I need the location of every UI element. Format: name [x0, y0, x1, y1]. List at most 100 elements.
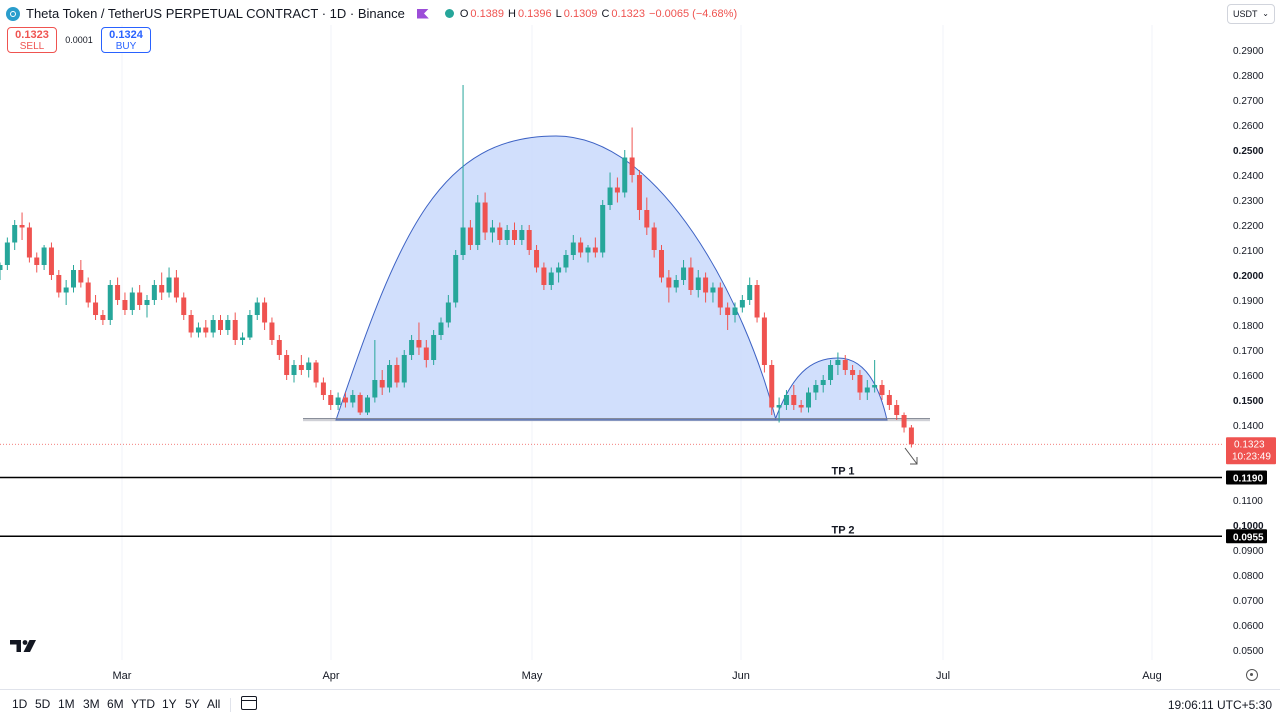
rounded-top-pattern	[335, 135, 777, 421]
settings-gear-icon[interactable]	[1246, 669, 1258, 681]
tp-price-label: 0.1190	[1233, 474, 1263, 485]
candle	[137, 292, 143, 305]
candle	[166, 277, 172, 293]
time-axis[interactable]: Mar Apr May Jun Jul Aug	[113, 670, 1162, 682]
timeframe-1d[interactable]: 1D	[12, 697, 28, 711]
candle	[747, 285, 753, 300]
calendar-icon[interactable]	[241, 696, 257, 710]
price-tick-label: 0.1500	[1233, 396, 1264, 407]
candle	[298, 365, 304, 370]
chart-canvas[interactable]: TP 1TP 2 0.29000.28000.27000.26000.25000…	[0, 0, 1280, 690]
timeframe-1y[interactable]: 1Y	[162, 697, 177, 711]
price-tick-label: 0.2900	[1233, 46, 1264, 57]
candle	[644, 210, 650, 228]
price-tick-label: 0.2200	[1233, 221, 1264, 232]
price-tick-label: 0.1800	[1233, 321, 1264, 332]
price-axis[interactable]: 0.2900 0.2800 0.2700 0.2600 0.2500 0.2400 0.23…	[1222, 0, 1280, 690]
candle	[416, 340, 422, 348]
candle	[41, 247, 47, 265]
sell-button[interactable]: 0.1323 SELL	[7, 27, 57, 53]
candle	[48, 247, 54, 275]
ohlc-open-key: O	[459, 7, 469, 20]
candle	[387, 365, 393, 388]
candle	[350, 395, 356, 403]
candle	[320, 382, 326, 395]
candle	[783, 395, 789, 405]
candle	[34, 257, 40, 265]
candle	[842, 360, 848, 370]
candle	[512, 230, 517, 240]
sell-label: SELL	[19, 41, 45, 52]
price-tick-label: 0.1900	[1233, 296, 1264, 307]
candle	[365, 397, 370, 413]
tp-label: TP 2	[831, 524, 854, 536]
timeframe-3m[interactable]: 3M	[83, 697, 100, 711]
ohlc-high-key: H	[508, 7, 516, 20]
candle	[651, 227, 657, 250]
candle	[115, 285, 121, 300]
price-tick-label: 0.2300	[1233, 196, 1264, 207]
spread-value: 0.0001	[65, 35, 93, 45]
timeframe-6m[interactable]: 6M	[107, 697, 124, 711]
timeframe-5d[interactable]: 5D	[35, 697, 51, 711]
tp-label: TP 1	[831, 466, 854, 478]
candle	[578, 242, 584, 253]
candle	[688, 267, 694, 290]
price-tick-label: 0.1000	[1233, 521, 1264, 532]
candle	[247, 315, 253, 338]
candle	[717, 287, 723, 308]
time-tick-label: May	[522, 670, 543, 682]
candle	[122, 300, 128, 310]
last-price-label: 0.1323	[1234, 439, 1265, 450]
price-tick-label: 0.2400	[1233, 171, 1264, 182]
price-tick-label: 0.2800	[1233, 71, 1264, 82]
clock[interactable]: 19:06:11 UTC+5:30	[1167, 698, 1272, 712]
candle	[629, 157, 635, 175]
ohlc-high: 0.1396	[518, 7, 552, 20]
candle	[254, 302, 260, 315]
candle	[659, 250, 664, 278]
candle	[188, 315, 194, 333]
candle	[732, 307, 738, 315]
timeframe-1m[interactable]: 1M	[58, 697, 75, 711]
candle	[879, 385, 885, 395]
candle	[703, 277, 709, 293]
time-tick-label: Mar	[113, 670, 132, 682]
candle	[159, 285, 165, 293]
candle	[357, 395, 363, 413]
timeframe-5y[interactable]: 5Y	[185, 697, 200, 711]
candle	[218, 320, 223, 330]
candle	[798, 405, 804, 408]
countdown-label: 10:23:49	[1232, 451, 1271, 462]
projection-arrow	[904, 447, 918, 465]
currency-label: USDT	[1233, 9, 1258, 19]
tp-price-badge	[1226, 470, 1267, 485]
candle	[379, 380, 385, 388]
candle	[423, 347, 429, 360]
candle	[482, 202, 488, 233]
ohlc-values: O 0.1389 H 0.1396 L 0.1309 C 0.1323 −0.0065 …	[460, 8, 739, 20]
candle	[489, 227, 495, 233]
candle	[438, 322, 444, 335]
candle	[666, 277, 672, 288]
arrow-shaft	[904, 447, 918, 465]
timeframe-ytd[interactable]: YTD	[131, 697, 155, 711]
tradingview-logo-icon[interactable]	[10, 638, 40, 654]
candle	[78, 270, 84, 283]
ohlc-close: 0.1323	[611, 7, 646, 20]
currency-select[interactable]: USDT ⌄	[1227, 4, 1275, 24]
price-tick-label: 0.1700	[1233, 346, 1264, 357]
candle	[262, 302, 268, 323]
buy-price: 0.1324	[109, 29, 143, 41]
candle	[467, 227, 473, 245]
candle	[534, 250, 540, 268]
candle	[4, 242, 10, 265]
symbol-title[interactable]: Theta Token / TetherUS PERPETUAL CONTRAC…	[26, 6, 405, 21]
timeframe-all[interactable]: All	[207, 697, 221, 711]
flag-icon[interactable]	[416, 8, 429, 19]
buy-button[interactable]: 0.1324 BUY	[101, 27, 151, 53]
candle	[203, 327, 209, 333]
market-status-icon	[444, 9, 454, 18]
candle	[195, 327, 201, 333]
candle	[541, 267, 547, 285]
